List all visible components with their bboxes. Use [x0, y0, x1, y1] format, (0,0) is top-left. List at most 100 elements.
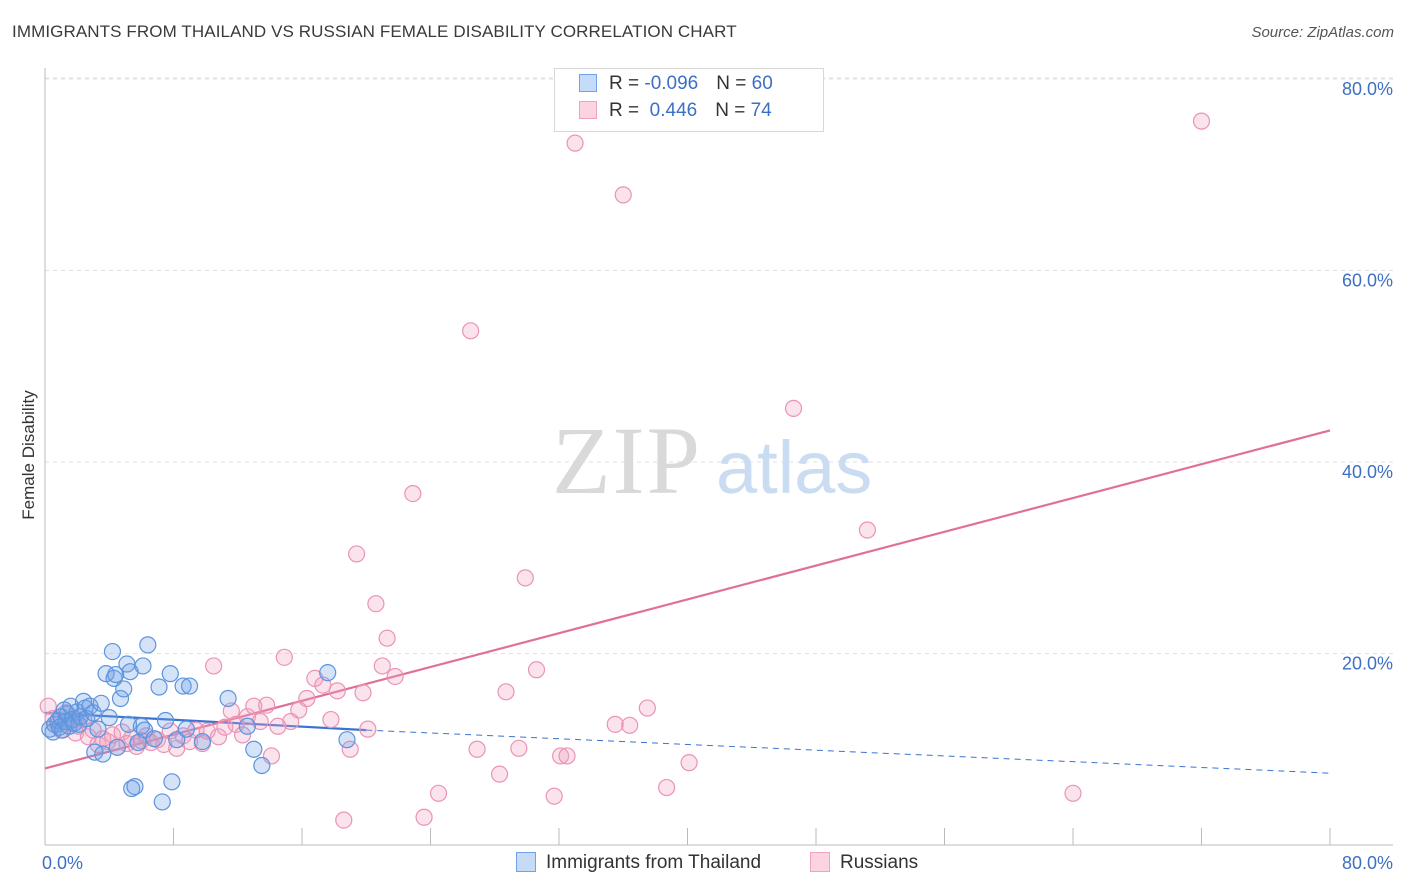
russians-point: [367, 595, 385, 613]
thailand-point: [150, 678, 168, 696]
russians-point: [1064, 784, 1082, 802]
thailand-point: [100, 709, 118, 727]
russians-point: [638, 699, 656, 717]
y-tick-label: 40.0%: [1342, 462, 1393, 482]
russians-point: [258, 696, 276, 714]
n-label: N =: [716, 73, 752, 94]
chart-title: IMMIGRANTS FROM THAILAND VS RUSSIAN FEMA…: [12, 22, 737, 41]
thailand-point: [153, 793, 171, 811]
thailand-point: [319, 664, 337, 682]
russians-point: [322, 710, 340, 729]
thailand-point: [180, 677, 199, 695]
russians-point: [348, 545, 366, 563]
thailand-point: [119, 715, 138, 733]
russians-point: [429, 784, 448, 802]
thailand-point: [238, 717, 256, 735]
thailand-point: [156, 711, 175, 730]
r-value-russians: 0.446: [644, 100, 698, 121]
russians-point: [462, 322, 480, 340]
thailand-point: [94, 745, 112, 763]
russians-point: [558, 747, 576, 765]
source-label: Source: ZipAtlas.com: [1251, 24, 1394, 41]
thailand-point: [62, 697, 80, 715]
r-label: R =: [609, 100, 645, 121]
legend-row-russians: R = 0.446 N = 74: [579, 100, 772, 128]
grid-lines: [45, 77, 1393, 654]
watermark-zip: ZIP: [552, 407, 702, 514]
n-value-russians: 74: [750, 100, 772, 121]
y-axis-label: Female Disability: [19, 390, 38, 520]
thailand-point: [135, 721, 154, 739]
russians-point: [784, 399, 803, 417]
correlation-legend: R = -0.096 N = 60 R = 0.446 N = 74: [554, 68, 824, 132]
russians-point: [216, 718, 234, 736]
russians-point: [298, 689, 316, 708]
y-tick-label: 80.0%: [1342, 79, 1393, 99]
russians-point: [566, 134, 584, 152]
thailand-point: [139, 636, 157, 654]
russians-point: [552, 747, 570, 765]
russians-point: [468, 740, 486, 758]
r-label: R =: [609, 73, 645, 94]
thailand-point: [219, 689, 237, 708]
thailand-point: [126, 777, 144, 796]
legend-swatch-thailand: [579, 74, 597, 92]
russians-point: [658, 778, 676, 797]
russians-point: [404, 484, 422, 503]
axis-labels: Female Disability 20.0% 40.0% 60.0% 80.0% 0.…: [19, 79, 1393, 873]
russians-point: [269, 717, 287, 735]
thailand-point: [174, 677, 192, 695]
legend-swatch-russians-bottom: [810, 852, 830, 872]
russians-point: [497, 683, 515, 701]
thailand-point: [107, 665, 125, 684]
r-value-thailand: -0.096: [644, 73, 699, 94]
russians-point: [354, 684, 372, 702]
legend-row-thailand: R = -0.096 N = 60: [579, 73, 773, 101]
russians-point: [341, 740, 359, 758]
thailand-point: [115, 680, 133, 698]
thailand-trend-extension: [366, 729, 1331, 774]
axes: [44, 68, 1393, 846]
thailand-point: [177, 720, 195, 738]
russians-point: [233, 726, 252, 744]
thailand-point: [163, 773, 181, 791]
russians-point: [621, 716, 639, 734]
russians-point: [516, 569, 534, 587]
thailand-point: [338, 731, 356, 749]
thailand-point: [92, 694, 110, 712]
thailand-trend-line: [44, 711, 367, 732]
russians-point: [680, 754, 698, 772]
thailand-point: [103, 642, 122, 661]
legend-label-thailand: Immigrants from Thailand: [546, 852, 762, 873]
legend-item-thailand: Immigrants from Thailand: [516, 852, 761, 874]
thailand-point: [245, 740, 263, 758]
russians-point: [386, 667, 404, 686]
russians-point: [510, 739, 528, 757]
y-tick-label: 60.0%: [1342, 271, 1393, 291]
data-points: [39, 112, 1211, 829]
russians-point: [378, 629, 396, 647]
russians-point: [209, 728, 228, 746]
russians-point: [245, 697, 263, 715]
watermark-atlas: atlas: [716, 426, 872, 509]
russians-point: [373, 657, 391, 675]
legend-swatch-thailand-bottom: [516, 852, 536, 872]
thailand-point: [134, 657, 152, 675]
thailand-point: [168, 731, 186, 749]
legend-label-russians: Russians: [840, 852, 919, 873]
russians-point: [251, 712, 269, 731]
thailand-point: [108, 738, 126, 756]
thailand-point: [89, 720, 107, 738]
thailand-point: [111, 689, 130, 708]
legend-swatch-russians: [579, 101, 597, 119]
thailand-point: [253, 756, 271, 775]
russians-point: [858, 521, 877, 539]
russians-point: [335, 811, 353, 829]
n-value-thailand: 60: [751, 73, 773, 94]
russians-point: [359, 720, 377, 738]
thailand-point: [161, 665, 179, 683]
n-label: N =: [715, 100, 751, 121]
russians-point: [614, 186, 632, 204]
russians-point: [545, 787, 563, 805]
